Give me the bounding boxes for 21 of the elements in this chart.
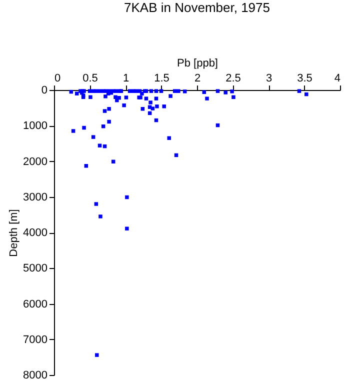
x-tick-label: 0: [54, 72, 61, 84]
y-axis-title: Depth [m]: [8, 209, 20, 257]
x-tick-label: 1.5: [154, 72, 170, 84]
x-tick-label: 0.5: [82, 72, 98, 84]
y-tick-label: 1000: [23, 120, 48, 132]
x-tick-label: 1: [122, 72, 130, 84]
x-tick-label: 2.5: [226, 72, 241, 84]
y-tick-label: 5000: [23, 262, 48, 275]
x-tick-label: 4: [334, 72, 340, 84]
x-axis-title: Pb [ppb]: [177, 58, 218, 70]
x-tick-label: 2: [194, 72, 201, 84]
x-tick-label: 3.5: [297, 72, 312, 84]
y-tick-label: 7000: [23, 334, 48, 346]
y-tick-label: 4000: [23, 227, 48, 239]
y-tick-label: 2000: [23, 156, 48, 168]
x-tick-label: 3: [266, 72, 272, 84]
y-tick-label: 6000: [23, 298, 48, 310]
chart-title: 7KAB in November, 1975: [124, 0, 270, 15]
y-tick-label: 3000: [23, 191, 48, 204]
y-tick-label: 8000: [23, 370, 48, 382]
y-tick-label: 0: [41, 84, 48, 96]
